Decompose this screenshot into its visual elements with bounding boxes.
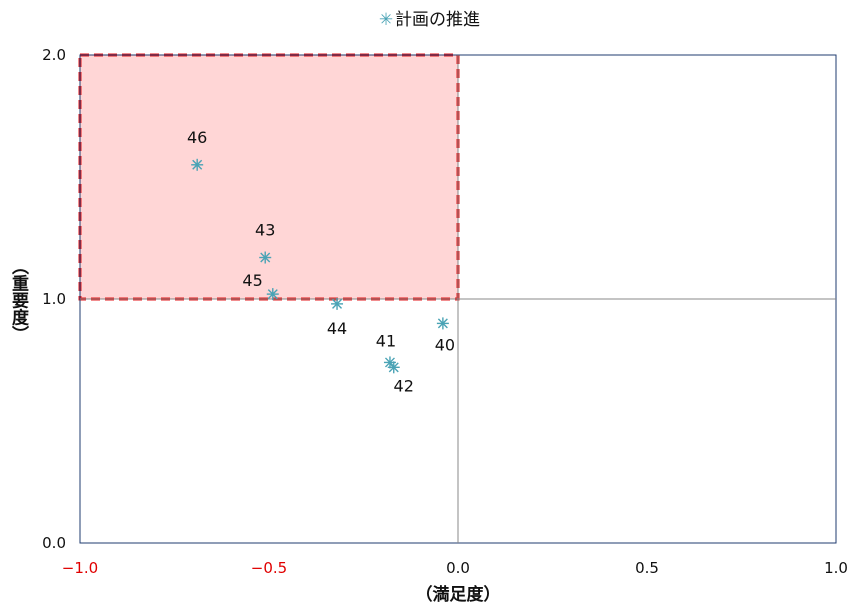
- data-label: 40: [435, 335, 455, 354]
- data-label: 41: [376, 331, 396, 350]
- data-point: [191, 158, 204, 171]
- legend: ✳ 計画の推進: [379, 10, 480, 30]
- x-tick-label: 1.0: [824, 559, 848, 577]
- data-points: [191, 158, 449, 374]
- data-point: [436, 317, 449, 330]
- data-label: 42: [394, 376, 414, 395]
- data-point: [387, 361, 400, 374]
- data-point: [266, 288, 279, 301]
- legend-label: 計画の推進: [395, 10, 480, 30]
- x-tick-label: 0.0: [446, 559, 470, 577]
- data-label: 46: [187, 128, 207, 147]
- legend-marker: ✳: [379, 10, 393, 30]
- y-axis-title: （重要度）: [8, 258, 29, 343]
- data-label: 44: [327, 319, 347, 338]
- data-label: 43: [255, 221, 275, 240]
- x-axis-ticks: −1.0 −0.5 0.0 0.5 1.0: [62, 559, 848, 577]
- data-label: 45: [242, 271, 262, 290]
- point-labels: 46 43 45 44 40 41 42: [187, 128, 455, 396]
- y-tick-label: 2.0: [42, 46, 66, 64]
- data-point: [331, 297, 344, 310]
- y-tick-label: 1.0: [42, 290, 66, 308]
- y-axis-ticks: 0.0 1.0 2.0: [42, 46, 66, 552]
- x-tick-label: −1.0: [62, 559, 98, 577]
- y-tick-label: 0.0: [42, 534, 66, 552]
- x-tick-label: 0.5: [635, 559, 659, 577]
- x-tick-label: −0.5: [251, 559, 287, 577]
- x-axis-title: （満足度）: [416, 584, 501, 605]
- highlight-region: [78, 53, 460, 301]
- data-point: [259, 251, 272, 264]
